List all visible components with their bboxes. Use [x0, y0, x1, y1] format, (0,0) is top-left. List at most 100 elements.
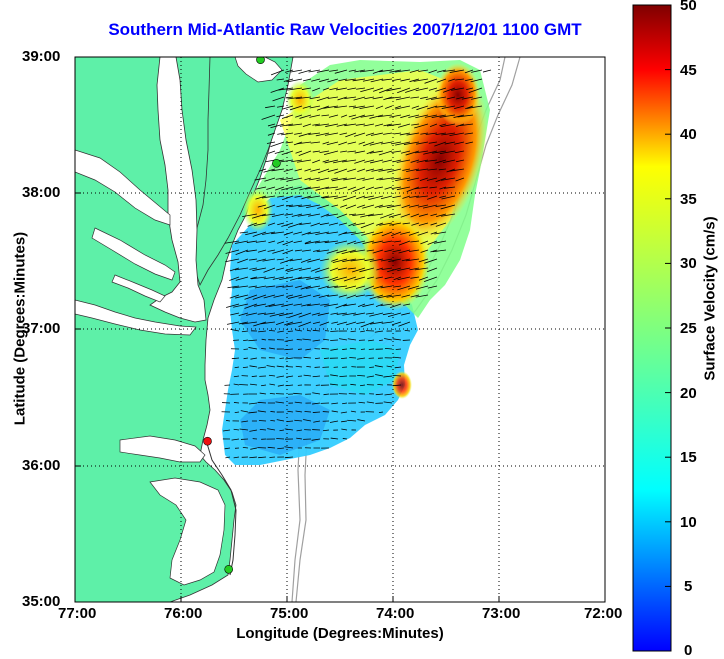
velocity-arrow — [352, 222, 366, 226]
velocity-arrow — [285, 357, 294, 360]
velocity-arrow — [379, 177, 393, 181]
velocity-arrow — [325, 186, 339, 189]
velocity-arrow — [329, 420, 339, 423]
velocity-arrow — [256, 258, 267, 262]
velocity-arrow — [408, 114, 420, 118]
velocity-arrow — [282, 240, 294, 246]
velocity-arrow — [330, 437, 339, 440]
velocity-arrow — [235, 294, 249, 299]
velocity-arrow — [388, 213, 402, 218]
velocity-arrow — [276, 375, 285, 378]
velocity-arrow — [374, 330, 384, 333]
velocity-arrow — [427, 168, 438, 171]
velocity-arrow — [410, 294, 420, 298]
velocity-arrow — [311, 78, 321, 82]
velocity-arrow — [312, 402, 321, 405]
velocity-arrow — [270, 419, 276, 422]
velocity-arrow — [264, 177, 276, 182]
velocity-arrow — [379, 69, 393, 73]
velocity-arrow — [362, 240, 375, 245]
velocity-arrow — [263, 168, 276, 173]
velocity-arrow — [277, 384, 285, 387]
velocity-arrow — [406, 132, 420, 136]
velocity-arrow — [357, 303, 366, 307]
velocity-arrow — [237, 258, 249, 264]
velocity-arrow — [316, 96, 330, 102]
velocity-arrow — [453, 114, 465, 119]
velocity-arrow — [290, 69, 303, 73]
velocity-arrow — [435, 132, 447, 136]
velocity-arrow — [287, 267, 303, 273]
velocity-arrow — [293, 231, 303, 235]
velocity-arrow — [384, 393, 393, 396]
velocity-arrow — [468, 87, 483, 93]
velocity-arrow — [257, 366, 267, 369]
velocity-arrow — [395, 141, 411, 146]
velocity-arrow — [363, 195, 375, 199]
velocity-arrow — [444, 141, 456, 145]
velocity-arrow — [427, 240, 438, 245]
pamlico-sound — [149, 477, 226, 586]
velocity-arrow — [374, 204, 384, 208]
velocity-arrow — [440, 177, 456, 181]
velocity-arrow — [261, 114, 276, 120]
velocity-arrow — [259, 428, 267, 431]
velocity-arrow — [263, 267, 276, 273]
velocity-arrow — [427, 285, 438, 289]
velocity-arrow — [439, 114, 456, 118]
velocity-arrow — [293, 240, 303, 244]
velocity-arrow — [410, 213, 420, 218]
velocity-arrow — [261, 348, 267, 350]
velocity-arrow — [327, 78, 339, 83]
velocity-arrow — [347, 338, 357, 341]
velocity-arrow — [368, 195, 384, 201]
velocity-arrow — [353, 312, 366, 316]
velocity-arrow — [320, 213, 330, 218]
velocity-arrow — [233, 303, 249, 308]
velocity-arrow — [423, 276, 438, 283]
velocity-arrow — [334, 105, 348, 109]
velocity-arrow — [398, 249, 411, 254]
velocity-arrow — [242, 446, 249, 449]
velocity-arrow — [386, 87, 402, 92]
velocity-arrow — [409, 78, 420, 83]
velocity-arrow — [286, 375, 294, 378]
station-markers — [203, 57, 281, 574]
velocity-arrow — [430, 213, 438, 217]
velocity-arrow — [326, 213, 339, 217]
velocity-arrow — [449, 132, 465, 137]
velocity-arrow — [295, 96, 312, 100]
velocity-arrow — [283, 231, 294, 236]
velocity-arrow — [255, 195, 267, 200]
velocity-arrow — [275, 321, 285, 325]
colorbar-tick-marks — [665, 4, 671, 652]
velocity-arrow — [320, 303, 330, 306]
velocity-arrow — [255, 186, 267, 190]
velocity-arrow — [329, 69, 339, 72]
velocity-arrow — [243, 348, 249, 350]
velocity-arrow — [243, 339, 249, 342]
velocity-arrow — [254, 303, 267, 307]
velocity-arrow — [301, 195, 312, 200]
velocity-arrow — [415, 87, 429, 92]
velocity-arrow — [392, 338, 402, 341]
velocity-arrow — [358, 401, 366, 404]
x-tick-label: 72:00 — [584, 605, 623, 622]
velocity-arrow — [284, 69, 294, 73]
velocity-arrow — [370, 159, 384, 164]
velocity-arrow — [420, 240, 429, 245]
velocity-arrow — [340, 114, 348, 118]
velocity-arrow — [230, 328, 240, 332]
velocity-arrow — [424, 78, 438, 84]
velocity-arrow — [442, 159, 456, 164]
velocity-arrow — [354, 159, 366, 164]
velocity-arrow — [241, 321, 258, 325]
velocity-arrow — [302, 78, 312, 82]
velocity-arrow — [454, 150, 465, 154]
velocity-arrow — [310, 267, 321, 272]
velocity-arrow — [272, 276, 285, 280]
velocity-arrow — [402, 222, 411, 225]
velocity-arrow — [229, 267, 240, 272]
velocity-arrow — [287, 294, 303, 299]
velocity-arrow — [411, 222, 420, 226]
